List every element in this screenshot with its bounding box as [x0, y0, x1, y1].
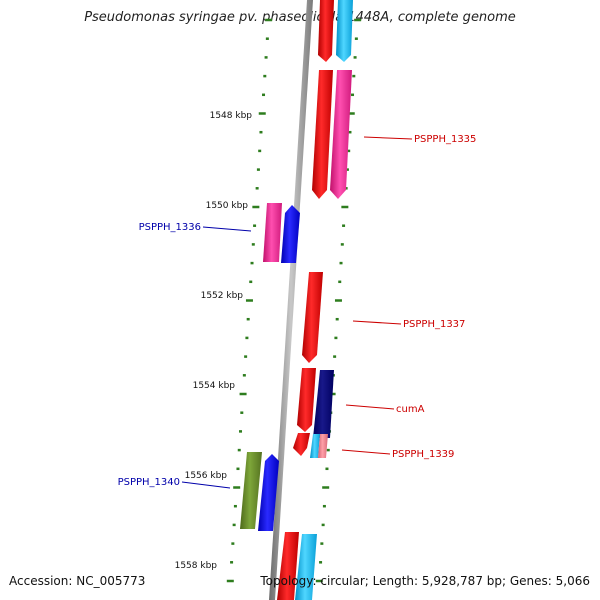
gene-arrow[interactable] — [297, 368, 316, 432]
map-title: Pseudomonas syringae pv. phaseolicola 14… — [84, 10, 516, 25]
gene-label-pspph-1340[interactable]: PSPPH_1340 — [118, 477, 180, 488]
scale-label: 1548 kbp — [210, 111, 253, 121]
accession-text: Accession: NC_005773 — [9, 574, 146, 588]
scale-label: 1550 kbp — [206, 201, 249, 211]
gene-label-pspph-1337[interactable]: PSPPH_1337 — [403, 319, 465, 330]
gene-arrow[interactable] — [330, 70, 352, 199]
scale-label: 1552 kbp — [201, 291, 244, 301]
summary-text: Topology: circular; Length: 5,928,787 bp… — [260, 574, 590, 588]
gene-arrow[interactable] — [295, 534, 317, 600]
gene-label-cuma[interactable]: cumA — [396, 404, 425, 415]
gene-label-pspph-1336[interactable]: PSPPH_1336 — [139, 222, 201, 233]
gene-arrow[interactable] — [302, 272, 323, 363]
gene-arrow[interactable] — [313, 370, 334, 438]
gene-label-pspph-1339[interactable]: PSPPH_1339 — [392, 449, 454, 460]
genome-backbone — [269, 0, 313, 600]
scale-label: 1556 kbp — [185, 471, 228, 481]
label-leaders — [181, 136, 413, 489]
gene-arrow[interactable] — [318, 434, 328, 458]
gene-arrow[interactable] — [281, 205, 300, 263]
scale-ticks-left — [226, 18, 273, 583]
gene-labels: PSPPH_1335 PSPPH_1336 PSPPH_1337 cumA PS… — [118, 134, 477, 488]
scale-labels: 1548 kbp 1550 kbp 1552 kbp 1554 kbp 1556… — [175, 111, 253, 571]
gene-arrow[interactable] — [293, 433, 310, 456]
forward-strand-genes — [277, 0, 353, 600]
scale-label: 1558 kbp — [175, 561, 218, 571]
gene-arrow[interactable] — [318, 0, 334, 62]
gene-arrow[interactable] — [277, 532, 299, 600]
gene-arrow[interactable] — [312, 70, 333, 199]
gene-arrow[interactable] — [263, 203, 282, 262]
reverse-strand-genes — [240, 203, 300, 531]
scale-label: 1554 kbp — [193, 381, 236, 391]
gene-label-pspph-1335[interactable]: PSPPH_1335 — [414, 134, 476, 145]
gene-arrow[interactable] — [258, 454, 279, 531]
gene-arrow[interactable] — [310, 434, 320, 458]
gene-arrow[interactable] — [336, 0, 353, 62]
gene-arrow[interactable] — [240, 452, 262, 529]
